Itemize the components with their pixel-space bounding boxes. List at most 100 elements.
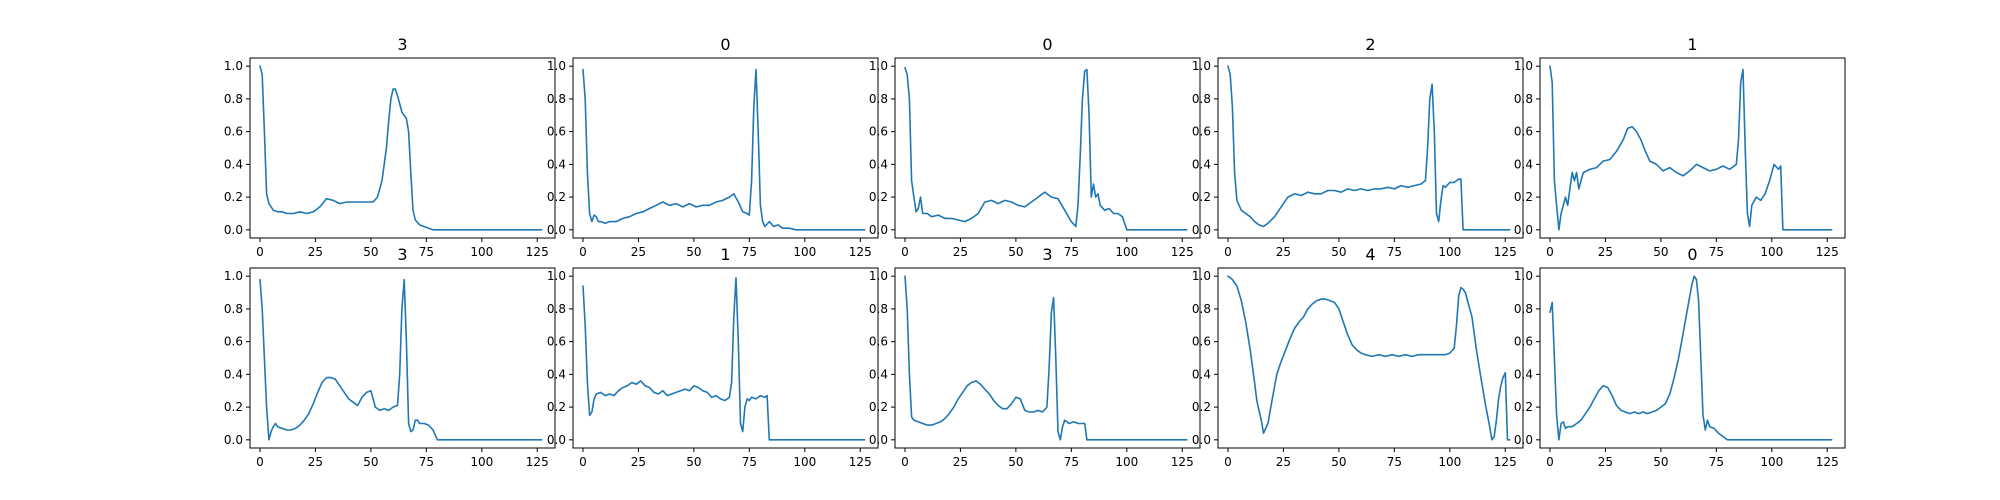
axes-frame xyxy=(1539,267,1846,449)
x-tick-label: 0 xyxy=(1546,455,1554,469)
x-tick-label: 25 xyxy=(631,245,646,259)
y-tick-label: 0.2 xyxy=(224,400,243,414)
x-tick-label: 0 xyxy=(1546,245,1554,259)
x-tick-label: 0 xyxy=(901,245,909,259)
x-tick-label: 75 xyxy=(1387,245,1402,259)
subplot-title: 0 xyxy=(1687,245,1697,264)
y-tick-label: 1.0 xyxy=(547,269,566,283)
y-tick-label: 0.4 xyxy=(224,367,243,381)
y-tick-label: 0.0 xyxy=(547,433,566,447)
axes-frame xyxy=(572,57,879,239)
x-tick-label: 100 xyxy=(470,245,493,259)
y-tick-label: 0.8 xyxy=(1514,92,1533,106)
x-tick-label: 75 xyxy=(1387,455,1402,469)
y-tick-label: 0.8 xyxy=(547,92,566,106)
y-tick-label: 0.6 xyxy=(547,125,566,139)
x-tick-label: 25 xyxy=(308,455,323,469)
subplot-title: 0 xyxy=(720,35,730,54)
subplot-5: 1 0 25 50 75 100 125 0.0 0.2 0.4 0.6 0.8 1.0 xyxy=(1514,35,1846,259)
y-tick-label: 0.8 xyxy=(869,92,888,106)
axes-frame xyxy=(249,57,556,239)
x-tick-label: 25 xyxy=(1276,245,1291,259)
x-tick-label: 25 xyxy=(308,245,323,259)
x-tick-label: 75 xyxy=(742,455,757,469)
series-line xyxy=(1227,275,1511,441)
x-tick-label: 0 xyxy=(1224,455,1232,469)
y-tick-label: 0.6 xyxy=(224,335,243,349)
y-tick-label: 0.0 xyxy=(224,433,243,447)
y-tick-label: 0.0 xyxy=(1514,433,1533,447)
y-tick-label: 0.2 xyxy=(1514,400,1533,414)
x-tick-label: 50 xyxy=(1008,245,1023,259)
y-tick-label: 0.0 xyxy=(869,433,888,447)
y-tick-label: 0.4 xyxy=(869,367,888,381)
series-line xyxy=(259,65,543,231)
subplot-title: 2 xyxy=(1365,35,1375,54)
y-tick-label: 0.0 xyxy=(869,223,888,237)
y-tick-label: 0.4 xyxy=(869,157,888,171)
series-line xyxy=(1227,65,1511,231)
x-tick-label: 25 xyxy=(1598,245,1613,259)
x-tick-label: 100 xyxy=(1438,245,1461,259)
x-tick-label: 100 xyxy=(1115,245,1138,259)
x-tick-label: 100 xyxy=(793,245,816,259)
axes-frame xyxy=(1217,57,1524,239)
y-tick-label: 0.6 xyxy=(1192,125,1211,139)
series-line xyxy=(904,275,1188,441)
x-tick-label: 50 xyxy=(1008,455,1023,469)
x-tick-label: 75 xyxy=(1064,455,1079,469)
y-tick-label: 0.6 xyxy=(869,335,888,349)
y-tick-label: 0.4 xyxy=(547,157,566,171)
y-tick-label: 1.0 xyxy=(224,269,243,283)
series-line xyxy=(582,68,866,231)
y-tick-label: 0.2 xyxy=(1192,400,1211,414)
x-tick-label: 0 xyxy=(1224,245,1232,259)
x-tick-label: 125 xyxy=(1494,455,1517,469)
y-tick-label: 0.6 xyxy=(547,335,566,349)
y-tick-label: 1.0 xyxy=(547,59,566,73)
y-tick-label: 0.6 xyxy=(1192,335,1211,349)
x-tick-label: 25 xyxy=(631,455,646,469)
x-tick-label: 75 xyxy=(1709,455,1724,469)
x-tick-label: 75 xyxy=(1709,245,1724,259)
x-tick-label: 0 xyxy=(256,245,264,259)
y-tick-label: 1.0 xyxy=(1514,59,1533,73)
subplot-2: 0 0 25 50 75 100 125 0.0 0.2 0.4 0.6 0.8 1.0 xyxy=(547,35,879,259)
subplot-9: 4 0 25 50 75 100 125 0.0 0.2 0.4 0.6 0.8 1.0 xyxy=(1192,245,1524,469)
x-tick-label: 50 xyxy=(1331,245,1346,259)
y-tick-label: 1.0 xyxy=(1514,269,1533,283)
y-tick-label: 0.0 xyxy=(547,223,566,237)
subplot-4: 2 0 25 50 75 100 125 0.0 0.2 0.4 0.6 0.8 1.0 xyxy=(1192,35,1524,259)
subplot-7: 1 0 25 50 75 100 125 0.0 0.2 0.4 0.6 0.8 1.0 xyxy=(547,245,879,469)
x-tick-label: 125 xyxy=(1171,245,1194,259)
subplot-3: 0 0 25 50 75 100 125 0.0 0.2 0.4 0.6 0.8 1.0 xyxy=(869,35,1201,259)
series-line xyxy=(582,277,866,441)
y-tick-label: 0.4 xyxy=(1192,157,1211,171)
x-tick-label: 125 xyxy=(1494,245,1517,259)
x-tick-label: 50 xyxy=(1331,455,1346,469)
subplot-title: 4 xyxy=(1365,245,1375,264)
x-tick-label: 50 xyxy=(363,245,378,259)
axes-frame xyxy=(1539,57,1846,239)
y-tick-label: 0.0 xyxy=(1192,433,1211,447)
series-line xyxy=(259,278,543,441)
y-tick-label: 0.6 xyxy=(1514,125,1533,139)
series-line xyxy=(904,67,1188,231)
subplot-1: 3 0 25 50 75 100 125 0.0 0.2 0.4 0.6 0.8 1.0 xyxy=(224,35,556,259)
x-tick-label: 0 xyxy=(579,455,587,469)
y-tick-label: 0.4 xyxy=(1514,157,1533,171)
y-tick-label: 0.2 xyxy=(869,400,888,414)
y-tick-label: 1.0 xyxy=(869,269,888,283)
x-tick-label: 100 xyxy=(793,455,816,469)
y-tick-label: 0.0 xyxy=(1192,223,1211,237)
x-tick-label: 125 xyxy=(849,455,872,469)
y-tick-label: 0.8 xyxy=(224,302,243,316)
y-tick-label: 0.0 xyxy=(1514,223,1533,237)
y-tick-label: 0.4 xyxy=(1514,367,1533,381)
y-tick-label: 0.2 xyxy=(1192,190,1211,204)
x-tick-label: 100 xyxy=(1760,245,1783,259)
x-tick-label: 25 xyxy=(953,455,968,469)
x-tick-label: 0 xyxy=(579,245,587,259)
y-tick-label: 0.2 xyxy=(869,190,888,204)
